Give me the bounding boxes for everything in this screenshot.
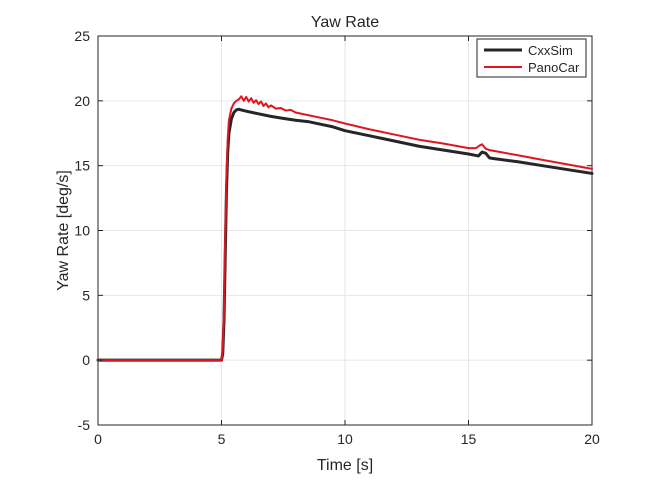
y-tick-label: -5 — [78, 417, 91, 433]
x-tick-label: 0 — [94, 431, 102, 447]
y-tick-label: 5 — [82, 287, 90, 303]
legend-label-cxxsim: CxxSim — [528, 43, 573, 58]
chart-title: Yaw Rate — [311, 14, 379, 31]
y-tick-label: 15 — [74, 158, 90, 174]
grid-layer — [98, 36, 592, 425]
legend: CxxSim PanoCar — [476, 38, 587, 78]
y-axis-label: Yaw Rate [deg/s] — [55, 170, 72, 291]
x-tick-label: 10 — [337, 431, 353, 447]
x-tick-label: 5 — [218, 431, 226, 447]
x-tick-label: 20 — [584, 431, 600, 447]
x-axis-label: Time [s] — [317, 457, 373, 474]
legend-box — [476, 38, 587, 78]
x-tick-label: 15 — [461, 431, 477, 447]
legend-label-panocar: PanoCar — [528, 60, 580, 75]
y-tick-label: 20 — [74, 93, 90, 109]
series-layer — [96, 95, 594, 362]
y-tick-label: 25 — [74, 28, 90, 44]
series-line-panocar — [97, 95, 593, 362]
y-tick-label: 10 — [74, 223, 90, 239]
y-tick-label: 0 — [82, 352, 90, 368]
